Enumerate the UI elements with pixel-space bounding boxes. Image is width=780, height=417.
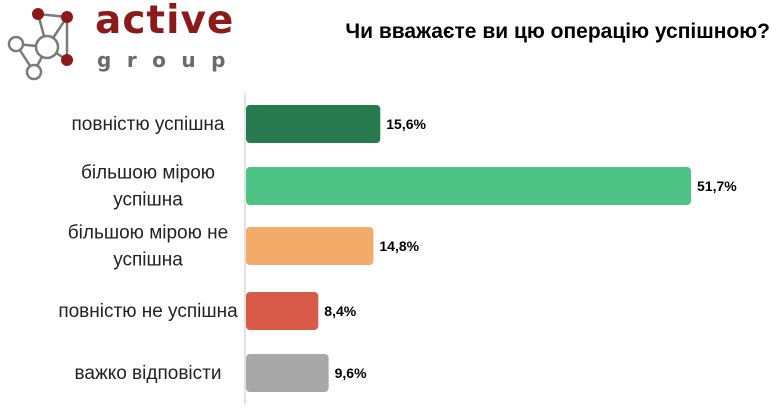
data-label-4: 8,4% — [324, 303, 356, 319]
chart-title: Чи вважаєте ви цю операцію успішною? — [345, 20, 770, 43]
data-label-2: 51,7% — [697, 178, 737, 194]
logo: active group — [0, 0, 235, 90]
data-label-3: 14,8% — [379, 238, 419, 254]
category-label-5: важко відповісти — [75, 363, 222, 384]
data-label-1: 15,6% — [386, 116, 426, 132]
category-label-2: успішна — [113, 190, 183, 211]
category-label-2: більшою мірою — [81, 163, 215, 184]
logo-subtitle: group — [97, 48, 241, 72]
network-logo-icon — [7, 8, 73, 81]
category-label-3: більшою мірою не — [68, 223, 228, 244]
bar-4 — [246, 292, 319, 330]
bar-2 — [246, 167, 691, 205]
category-label-4: повністю не успішна — [58, 301, 238, 322]
data-label-5: 9,6% — [335, 365, 367, 381]
category-label-1: повністю успішна — [72, 114, 225, 135]
bar-1 — [246, 105, 381, 143]
logo-wordmark: active — [95, 0, 235, 43]
bar-5 — [246, 354, 329, 392]
bar-3 — [246, 227, 374, 265]
category-label-3: успішна — [113, 250, 183, 271]
